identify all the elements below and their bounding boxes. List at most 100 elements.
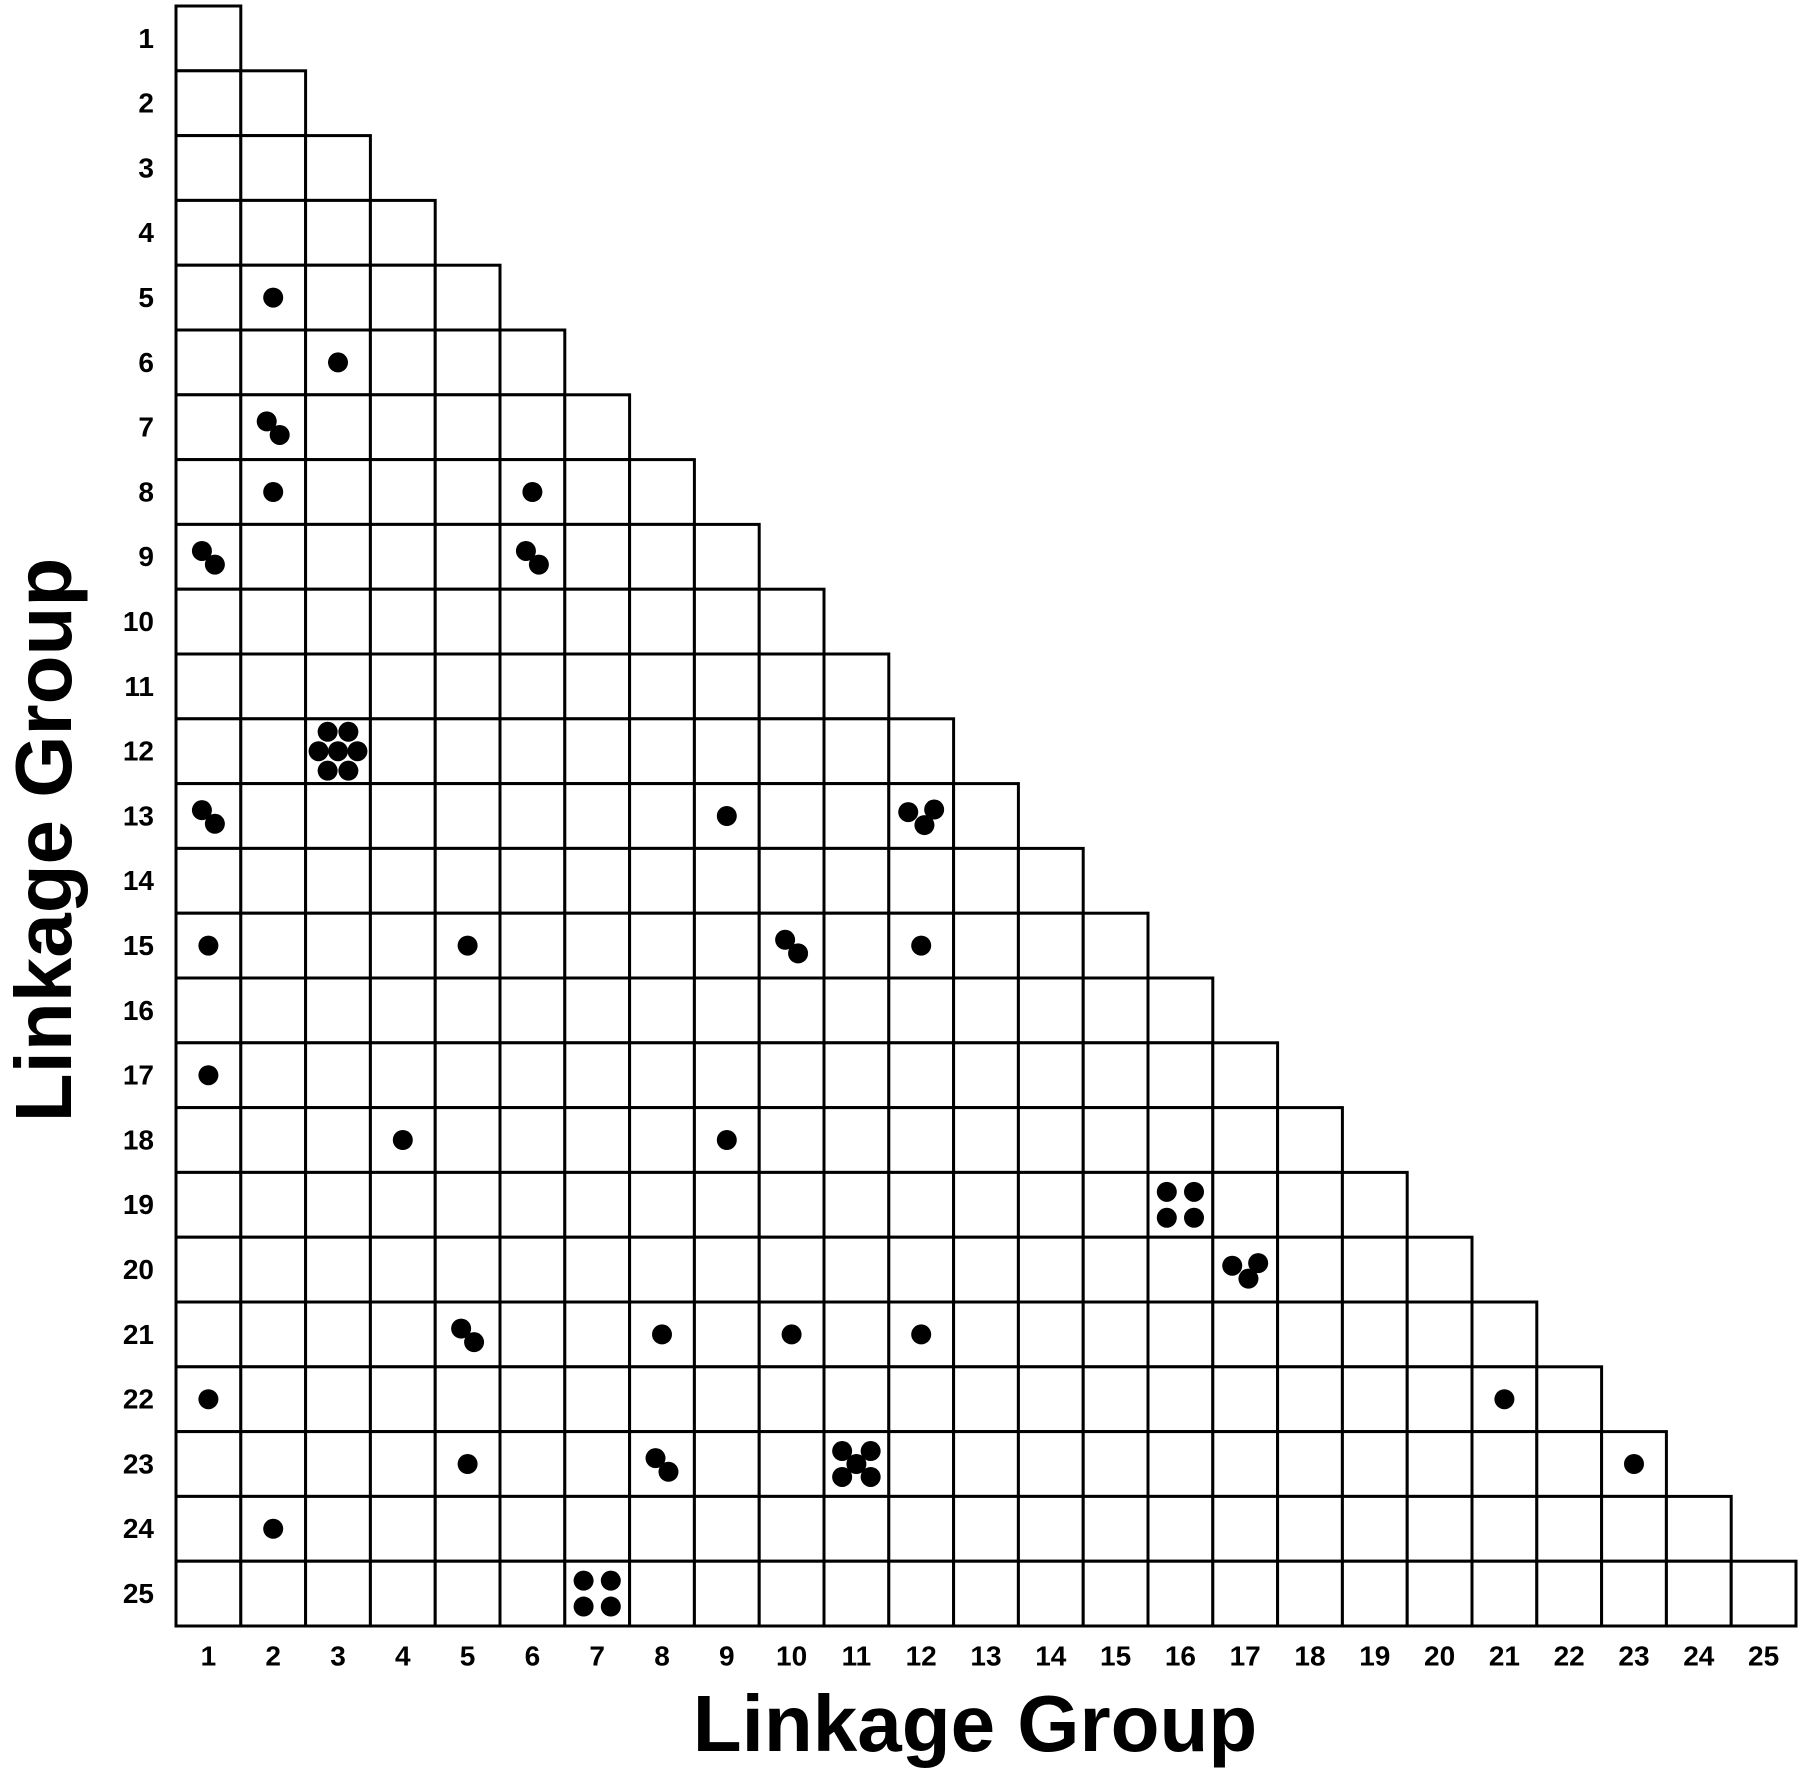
cell: [304, 911, 372, 980]
dot: [775, 929, 796, 950]
cell: [1276, 1365, 1344, 1434]
cell: [433, 1494, 502, 1563]
cell: [1211, 1300, 1280, 1369]
dot: [522, 482, 543, 502]
cell: [1081, 1106, 1150, 1174]
dot: [198, 935, 219, 956]
cell: [1211, 1365, 1280, 1434]
dot: [204, 554, 225, 575]
cell: [1211, 1041, 1280, 1110]
cell: [304, 393, 372, 462]
cell: [563, 1106, 632, 1174]
cell: [498, 1559, 567, 1628]
cell: [239, 652, 308, 721]
cell: [498, 1106, 567, 1174]
dot: [464, 1332, 485, 1353]
cell: [239, 198, 308, 267]
dot: [832, 1441, 853, 1462]
cell: [1016, 1430, 1085, 1498]
dot: [198, 1065, 219, 1086]
x-axis-title: Linkage Group: [693, 1679, 1258, 1768]
x-tick-label: 9: [719, 1640, 735, 1671]
dot: [911, 1324, 932, 1345]
cell: [368, 1494, 437, 1563]
cell: [887, 1365, 956, 1434]
cell: [368, 328, 437, 397]
cell: [1276, 1494, 1344, 1563]
cell: [563, 1365, 632, 1434]
cell: [628, 846, 696, 915]
cell: [174, 4, 243, 73]
cell: [1340, 1494, 1409, 1563]
cell: [692, 976, 761, 1045]
x-tick-label: 20: [1424, 1640, 1455, 1671]
cell: [174, 1494, 243, 1563]
cell: [822, 652, 891, 721]
x-tick-label: 13: [970, 1640, 1001, 1671]
cell: [368, 1170, 437, 1239]
cell: [174, 1106, 243, 1174]
cell: [174, 652, 243, 721]
cell: [304, 782, 372, 850]
cell: [174, 1300, 243, 1369]
cell: [174, 393, 243, 462]
x-tick-label: 24: [1683, 1640, 1715, 1671]
cell: [1340, 1365, 1409, 1434]
cell: [1405, 1365, 1474, 1434]
dot: [781, 1324, 802, 1345]
cell: [692, 1041, 761, 1110]
cell: [433, 1170, 502, 1239]
dot: [1156, 1207, 1177, 1228]
x-tick-label: 15: [1100, 1640, 1131, 1671]
cell: [952, 1365, 1020, 1434]
cell: [498, 782, 567, 850]
cell: [433, 717, 502, 786]
cell: [1016, 1041, 1085, 1110]
cell: [1016, 1300, 1085, 1369]
x-tick-label: 12: [906, 1640, 937, 1671]
cell: [822, 717, 891, 786]
x-tick-label: 7: [589, 1640, 605, 1671]
cell: [757, 1494, 826, 1563]
cell: [239, 1106, 308, 1174]
cell: [1146, 976, 1215, 1045]
y-tick-label: 7: [138, 412, 154, 443]
cell: [563, 782, 632, 850]
cell: [628, 522, 696, 591]
x-tick-label: 6: [525, 1640, 541, 1671]
cell: [304, 846, 372, 915]
cell: [498, 1300, 567, 1369]
cell: [1016, 1106, 1085, 1174]
cell: [692, 652, 761, 721]
cell: [628, 782, 696, 850]
cell: [1146, 1235, 1215, 1304]
dot: [191, 800, 212, 821]
cell: [1470, 1300, 1539, 1369]
cell: [304, 1430, 372, 1498]
dot: [716, 1130, 737, 1150]
cell: [1535, 1494, 1604, 1563]
cell: [628, 1365, 696, 1434]
dot: [600, 1570, 621, 1591]
cell: [1081, 1430, 1150, 1498]
cell: [1146, 1559, 1215, 1628]
cell: [563, 1235, 632, 1304]
y-tick-label: 16: [123, 995, 154, 1026]
cell: [563, 911, 632, 980]
x-tick-label: 16: [1165, 1640, 1196, 1671]
dot: [263, 287, 284, 308]
y-tick-label: 3: [138, 152, 154, 183]
cell: [563, 717, 632, 786]
cell: [1276, 1170, 1344, 1239]
dot: [600, 1596, 621, 1617]
y-tick-label: 5: [138, 282, 154, 313]
cell: [952, 976, 1020, 1045]
cell: [368, 1235, 437, 1304]
cell: [628, 1041, 696, 1110]
dot: [328, 741, 348, 762]
y-tick-label: 4: [138, 217, 154, 248]
cell: [1081, 1365, 1150, 1434]
cell: [757, 587, 826, 656]
cell: [757, 1106, 826, 1174]
cell: [692, 1170, 761, 1239]
